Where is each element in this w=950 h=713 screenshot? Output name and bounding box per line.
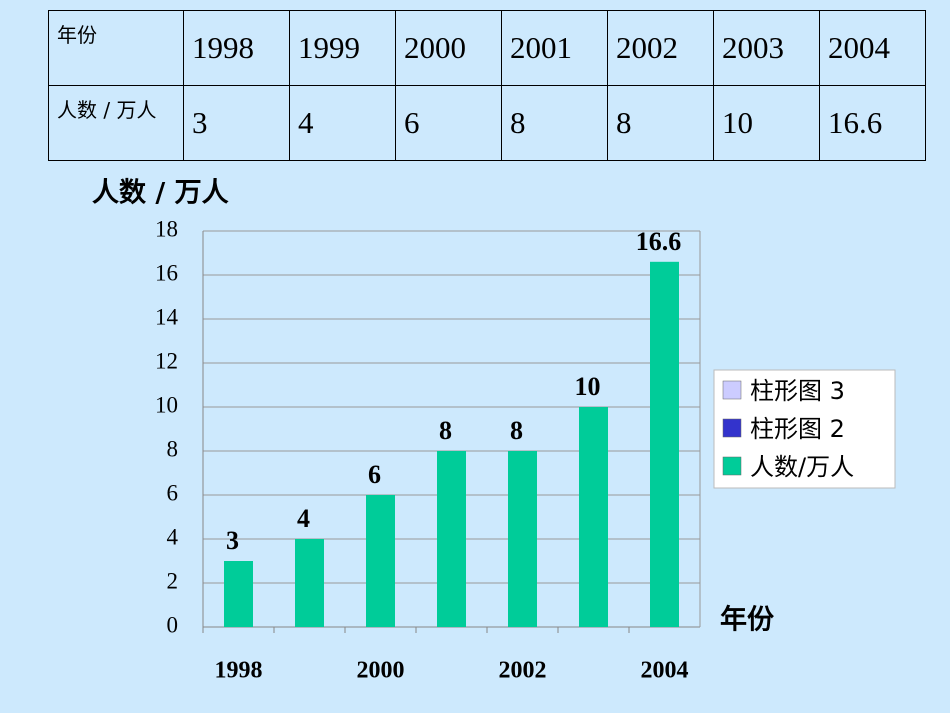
table-cell: 2004	[819, 10, 926, 86]
x-tick-label: 1998	[215, 658, 263, 684]
value-label: 3	[226, 526, 239, 555]
table-cell: 8	[607, 85, 714, 161]
bar	[437, 451, 466, 627]
table-row: 人数 / 万人 3 4 6 8 8 10 16.6	[48, 85, 926, 161]
bar	[508, 451, 537, 627]
table-cell: 8	[501, 85, 608, 161]
legend-box	[713, 369, 896, 489]
legend-label: 人数/万人	[750, 453, 854, 481]
y-tick-label: 0	[167, 612, 179, 637]
value-label: 8	[439, 416, 452, 445]
table-cell: 1998	[183, 10, 290, 86]
legend-label: 柱形图 2	[750, 415, 845, 443]
bar	[224, 561, 253, 627]
table-cell: 2002	[607, 10, 714, 86]
data-table: 年份 1998 1999 2000 2001 2002 2003 2004 人数 / 万人 3 4 6…	[48, 10, 926, 161]
bar	[579, 407, 608, 627]
table-cell: 年份	[48, 10, 184, 86]
y-tick-label: 18	[155, 216, 178, 241]
y-axis-label: 人数 / 万人	[92, 178, 229, 209]
y-tick-label: 6	[167, 480, 179, 505]
y-tick-label: 2	[167, 568, 179, 593]
x-tick-label: 2000	[357, 658, 405, 684]
value-label: 4	[297, 504, 310, 533]
y-tick-label: 10	[155, 392, 178, 417]
y-tick-label: 8	[167, 436, 179, 461]
table-cell: 1999	[289, 10, 396, 86]
value-label: 8	[510, 416, 523, 445]
bar	[366, 495, 395, 627]
legend-swatch	[722, 380, 742, 400]
legend-swatch	[722, 456, 742, 476]
y-tick-label: 4	[167, 524, 179, 549]
value-label: 6	[368, 460, 381, 489]
table-cell: 10	[713, 85, 820, 161]
value-label: 16.6	[636, 227, 682, 256]
y-tick-label: 12	[155, 348, 178, 373]
table-cell: 3	[183, 85, 290, 161]
table-cell: 人数 / 万人	[48, 85, 184, 161]
table-cell: 6	[395, 85, 502, 161]
bar	[650, 261, 679, 627]
y-tick-label: 14	[155, 304, 179, 329]
table-cell: 16.6	[819, 85, 926, 161]
legend-label: 柱形图 3	[750, 377, 845, 405]
x-tick-label: 2004	[641, 658, 689, 684]
legend-swatch	[722, 418, 742, 438]
y-tick-label: 16	[155, 260, 178, 285]
x-axis-label: 年份	[720, 604, 774, 636]
value-label: 10	[575, 372, 601, 401]
x-tick-label: 2002	[499, 658, 547, 684]
bar	[295, 539, 324, 627]
